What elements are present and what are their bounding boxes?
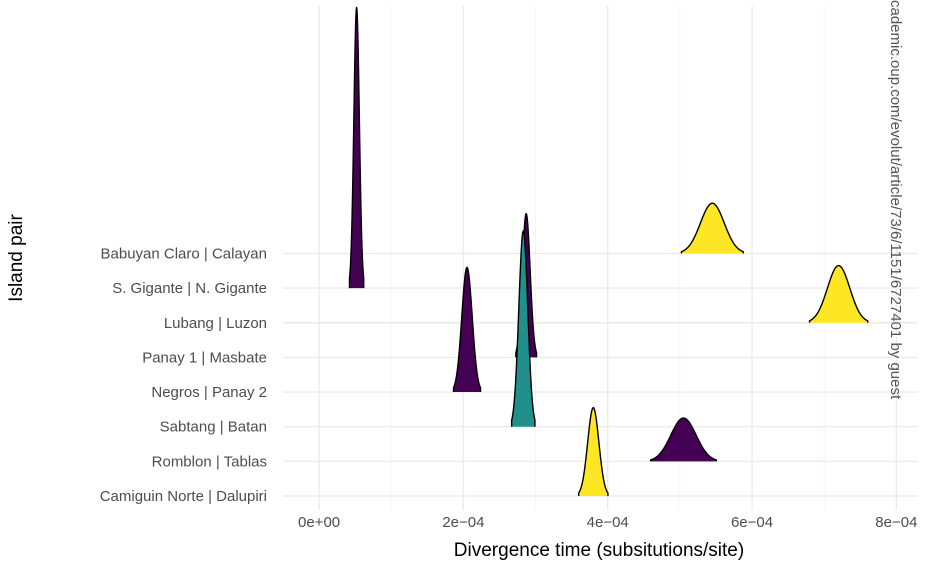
x-tick-label: 0e+00 — [298, 514, 340, 531]
ridge-density — [680, 202, 744, 254]
x-tick-label: 2e−04 — [442, 514, 484, 531]
ridge-density — [510, 230, 536, 427]
grid — [283, 6, 918, 510]
x-tick-label: 8e−04 — [875, 514, 917, 531]
y-tick-label: S. Gigante | N. Gigante — [112, 280, 267, 297]
x-tick-label: 4e−04 — [587, 514, 629, 531]
ridges — [348, 6, 869, 496]
y-tick-label: Romblon | Tablas — [152, 453, 267, 470]
y-tick-label: Sabtang | Batan — [160, 419, 267, 436]
watermark-text: cademic.oup.com/evolut/article/73/6/1151… — [887, 0, 904, 400]
ridge-density — [577, 406, 609, 496]
y-tick-labels: Camiguin Norte | Dalupiri Romblon | Tabla… — [100, 245, 267, 505]
y-tick-label: Camiguin Norte | Dalupiri — [100, 488, 267, 505]
y-tick-label: Negros | Panay 2 — [151, 384, 267, 401]
ridge-density — [808, 264, 869, 323]
x-tick-label: 6e−04 — [731, 514, 773, 531]
y-tick-label: Panay 1 | Masbate — [142, 349, 267, 366]
ridge-density — [649, 417, 718, 462]
y-tick-label: Babuyan Claro | Calayan — [101, 245, 268, 262]
x-tick-labels: 0e+00 2e−04 4e−04 6e−04 8e−04 — [298, 514, 917, 531]
ridge-density — [452, 266, 482, 393]
y-axis-title: Island pair — [6, 214, 27, 302]
y-tick-label: Lubang | Luzon — [164, 315, 267, 332]
x-axis-title: Divergence time (subsitutions/site) — [454, 540, 744, 561]
ridge-density — [348, 6, 365, 289]
